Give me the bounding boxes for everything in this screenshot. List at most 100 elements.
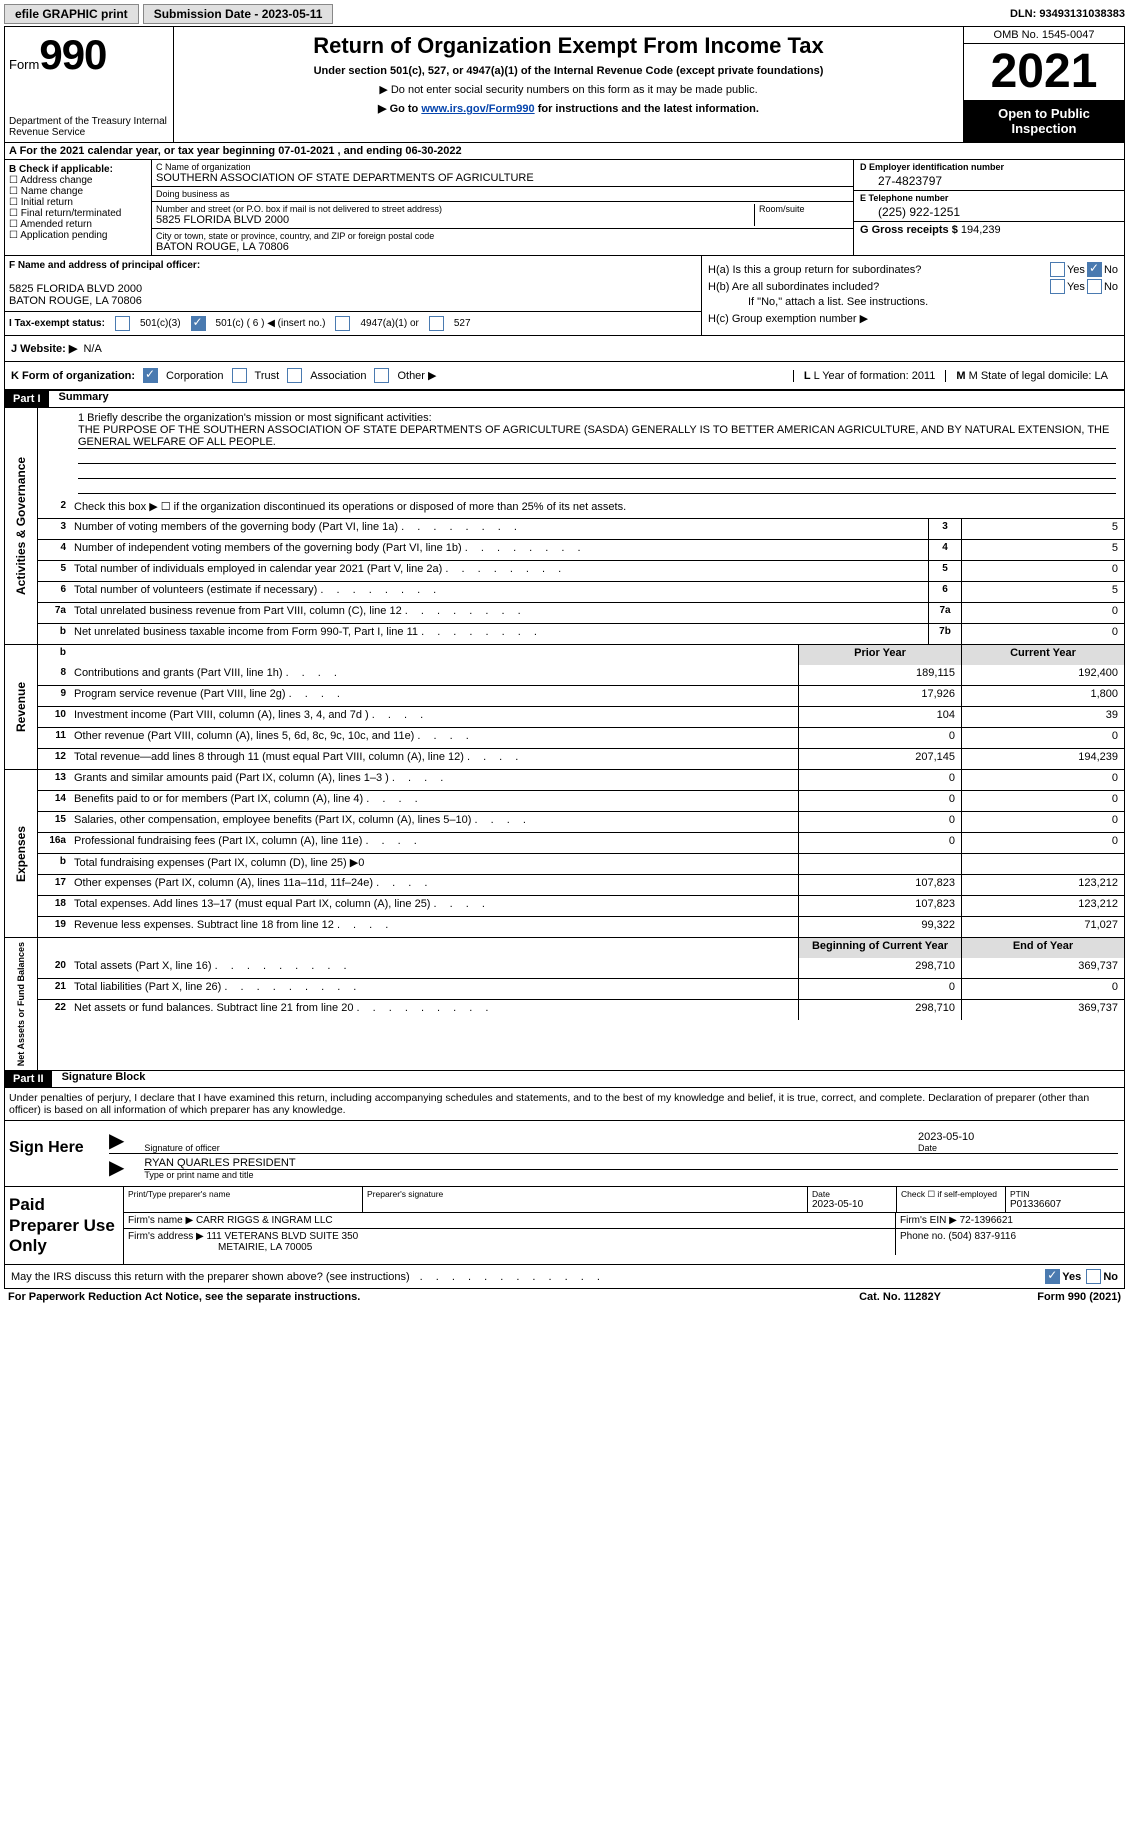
- check-option[interactable]: ☐ Address change: [9, 175, 147, 186]
- begin-year-hdr: Beginning of Current Year: [798, 938, 961, 958]
- netassets-block: Net Assets or Fund Balances Beginning of…: [4, 938, 1125, 1071]
- check-option[interactable]: ☐ Amended return: [9, 219, 147, 230]
- efile-button[interactable]: efile GRAPHIC print: [4, 4, 139, 24]
- line-row: 9Program service revenue (Part VIII, lin…: [38, 685, 1124, 706]
- street-label: Number and street (or P.O. box if mail i…: [156, 204, 754, 214]
- checkbox-501c3[interactable]: [115, 316, 130, 331]
- line-row: 6Total number of volunteers (estimate if…: [38, 581, 1124, 602]
- line-row: 22Net assets or fund balances. Subtract …: [38, 999, 1124, 1020]
- org-name: SOUTHERN ASSOCIATION OF STATE DEPARTMENT…: [156, 172, 849, 184]
- check-option[interactable]: ☐ Initial return: [9, 197, 147, 208]
- checkbox-discuss-yes[interactable]: [1045, 1269, 1060, 1284]
- sign-here-label: Sign Here: [5, 1121, 93, 1186]
- tax-exempt-row: I Tax-exempt status: 501(c)(3) 501(c) ( …: [5, 311, 701, 335]
- line-row: 12Total revenue—add lines 8 through 11 (…: [38, 748, 1124, 769]
- section-fg: F Name and address of principal officer:…: [4, 256, 1125, 336]
- sig-name: RYAN QUARLES PRESIDENT: [144, 1157, 1118, 1170]
- form-header: Form990 Department of the Treasury Inter…: [4, 26, 1125, 143]
- state-domicile: M M State of legal domicile: LA: [945, 370, 1118, 382]
- ha-label: H(a) Is this a group return for subordin…: [708, 264, 1048, 276]
- end-year-hdr: End of Year: [961, 938, 1124, 958]
- officer-addr2: BATON ROUGE, LA 70806: [9, 295, 697, 307]
- sig-date: 2023-05-10: [918, 1131, 1118, 1143]
- inspection-badge: Open to Public Inspection: [964, 100, 1124, 142]
- line-row: 8Contributions and grants (Part VIII, li…: [38, 665, 1124, 685]
- street-value: 5825 FLORIDA BLVD 2000: [156, 214, 754, 226]
- form-org-row: K Form of organization: Corporation Trus…: [4, 362, 1125, 390]
- line-row: 11Other revenue (Part VIII, column (A), …: [38, 727, 1124, 748]
- page-title: Return of Organization Exempt From Incom…: [184, 33, 953, 59]
- line-row: 21Total liabilities (Part X, line 26) . …: [38, 978, 1124, 999]
- phone-label: E Telephone number: [860, 193, 1118, 203]
- h-note: If "No," attach a list. See instructions…: [708, 296, 1118, 308]
- website-row: J Website: ▶ N/A: [4, 336, 1125, 362]
- city-value: BATON ROUGE, LA 70806: [156, 241, 849, 253]
- expenses-block: Expenses 13Grants and similar amounts pa…: [4, 770, 1125, 938]
- dba-label: Doing business as: [156, 189, 849, 199]
- sig-date-label: Date: [918, 1143, 1118, 1153]
- hb-label: H(b) Are all subordinates included?: [708, 281, 1048, 293]
- vlabel-revenue: Revenue: [5, 645, 38, 769]
- year-formation: L L Year of formation: 2011: [793, 370, 946, 382]
- irs-link[interactable]: www.irs.gov/Form990: [421, 103, 534, 115]
- line-row: 5Total number of individuals employed in…: [38, 560, 1124, 581]
- omb-number: OMB No. 1545-0047: [964, 27, 1124, 44]
- note-ssn: ▶ Do not enter social security numbers o…: [184, 83, 953, 96]
- section-bcd: B Check if applicable: ☐ Address change☐…: [4, 160, 1125, 256]
- revenue-block: Revenue b Prior Year Current Year 8Contr…: [4, 645, 1125, 770]
- officer-addr1: 5825 FLORIDA BLVD 2000: [9, 283, 697, 295]
- checkbox-hb-no[interactable]: [1087, 279, 1102, 294]
- tax-year: 2021: [964, 44, 1124, 100]
- city-label: City or town, state or province, country…: [156, 231, 849, 241]
- mission-text: THE PURPOSE OF THE SOUTHERN ASSOCIATION …: [78, 424, 1116, 449]
- line-row: 20Total assets (Part X, line 16) . . . .…: [38, 958, 1124, 978]
- checkbox-discuss-no[interactable]: [1086, 1269, 1101, 1284]
- mission-label: 1 Briefly describe the organization's mi…: [78, 412, 1116, 424]
- discuss-row: May the IRS discuss this return with the…: [4, 1265, 1125, 1288]
- line-row: bTotal fundraising expenses (Part IX, co…: [38, 853, 1124, 874]
- checkbox-corp[interactable]: [143, 368, 158, 383]
- checkbox-hb-yes[interactable]: [1050, 279, 1065, 294]
- checkbox-ha-no[interactable]: [1087, 262, 1102, 277]
- part-ii-header: Part IISignature Block: [4, 1071, 1125, 1088]
- line-row: 18Total expenses. Add lines 13–17 (must …: [38, 895, 1124, 916]
- bottom-line: For Paperwork Reduction Act Notice, see …: [4, 1288, 1125, 1305]
- form-id: Form990: [9, 31, 169, 79]
- line-row: 10Investment income (Part VIII, column (…: [38, 706, 1124, 727]
- check-option[interactable]: ☐ Application pending: [9, 230, 147, 241]
- ein-label: D Employer identification number: [860, 162, 1118, 172]
- topbar: efile GRAPHIC print Submission Date - 20…: [4, 4, 1125, 24]
- declaration-text: Under penalties of perjury, I declare th…: [4, 1088, 1125, 1121]
- check-option[interactable]: ☐ Final return/terminated: [9, 208, 147, 219]
- check-option[interactable]: ☐ Name change: [9, 186, 147, 197]
- sig-officer-label: Signature of officer: [144, 1143, 898, 1153]
- checkbox-assoc[interactable]: [287, 368, 302, 383]
- sign-block: Sign Here ▶ Signature of officer 2023-05…: [4, 1121, 1125, 1187]
- checkbox-other[interactable]: [374, 368, 389, 383]
- vlabel-expenses: Expenses: [5, 770, 38, 937]
- checkbox-527[interactable]: [429, 316, 444, 331]
- checkbox-trust[interactable]: [232, 368, 247, 383]
- checkbox-501c[interactable]: [191, 316, 206, 331]
- org-name-label: C Name of organization: [156, 162, 849, 172]
- submission-button[interactable]: Submission Date - 2023-05-11: [143, 4, 334, 24]
- prior-year-hdr: Prior Year: [798, 645, 961, 665]
- officer-label: F Name and address of principal officer:: [9, 260, 697, 271]
- note-link: ▶ Go to www.irs.gov/Form990 for instruct…: [184, 102, 953, 115]
- ein-value: 27-4823797: [860, 172, 1118, 188]
- checkbox-ha-yes[interactable]: [1050, 262, 1065, 277]
- line-row: bNet unrelated business taxable income f…: [38, 623, 1124, 644]
- current-year-hdr: Current Year: [961, 645, 1124, 665]
- line-row: 4Number of independent voting members of…: [38, 539, 1124, 560]
- line-row: 7aTotal unrelated business revenue from …: [38, 602, 1124, 623]
- line-row: 16aProfessional fundraising fees (Part I…: [38, 832, 1124, 853]
- preparer-label: Paid Preparer Use Only: [5, 1187, 123, 1264]
- dept-label: Department of the Treasury Internal Reve…: [9, 116, 169, 138]
- room-label: Room/suite: [759, 204, 849, 214]
- line-row: 13Grants and similar amounts paid (Part …: [38, 770, 1124, 790]
- line-row: 17Other expenses (Part IX, column (A), l…: [38, 874, 1124, 895]
- vlabel-netassets: Net Assets or Fund Balances: [5, 938, 38, 1070]
- line-row: 19Revenue less expenses. Subtract line 1…: [38, 916, 1124, 937]
- checkbox-4947[interactable]: [335, 316, 350, 331]
- row-a-period: A For the 2021 calendar year, or tax yea…: [4, 143, 1125, 160]
